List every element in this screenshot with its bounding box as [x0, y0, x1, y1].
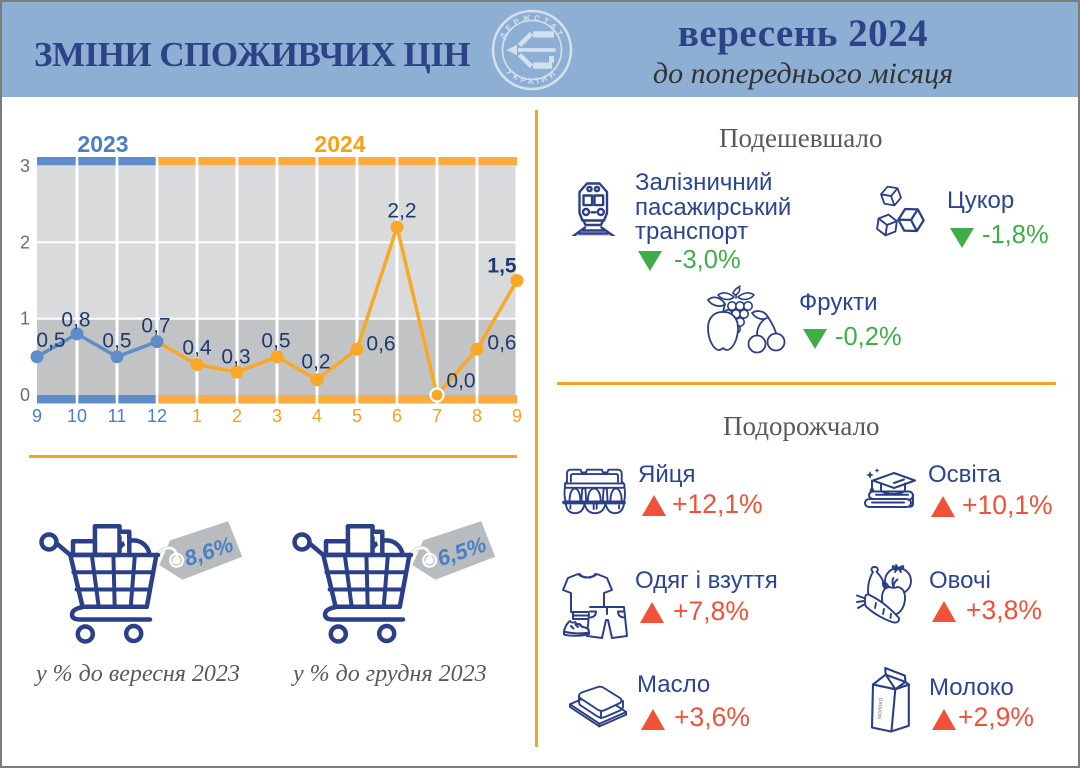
svg-text:9: 9 [512, 406, 522, 426]
svg-text:11: 11 [108, 406, 127, 426]
svg-text:10: 10 [67, 406, 87, 426]
svg-text:МОЛОКО: МОЛОКО [877, 697, 883, 719]
svg-text:1: 1 [20, 309, 30, 329]
svg-text:1,5: 1,5 [487, 255, 517, 278]
svg-text:1: 1 [192, 406, 202, 426]
svg-text:2: 2 [20, 232, 30, 252]
svg-text:0,5: 0,5 [261, 330, 290, 353]
svg-text:0,3: 0,3 [221, 346, 250, 369]
svg-text:0,5: 0,5 [102, 330, 131, 353]
svg-text:12: 12 [147, 406, 167, 426]
svg-text:0,6: 0,6 [366, 333, 395, 356]
svg-text:ДЕРЖСТАТ: ДЕРЖСТАТ [498, 13, 566, 40]
svg-text:7: 7 [432, 406, 442, 426]
svg-text:3: 3 [272, 406, 282, 426]
svg-text:4: 4 [312, 406, 322, 426]
svg-text:2024: 2024 [314, 131, 365, 157]
svg-text:8: 8 [472, 406, 482, 426]
svg-text:6: 6 [392, 406, 402, 426]
svg-text:0,0: 0,0 [446, 370, 475, 393]
svg-text:5: 5 [352, 406, 362, 426]
svg-text:2: 2 [232, 406, 242, 426]
svg-text:0,7: 0,7 [141, 315, 170, 338]
svg-text:0,6: 0,6 [487, 332, 516, 355]
svg-text:0: 0 [20, 385, 30, 405]
svg-text:0,8: 0,8 [61, 309, 90, 332]
svg-text:0,5: 0,5 [36, 329, 65, 352]
svg-text:0,4: 0,4 [182, 337, 212, 360]
svg-text:9: 9 [32, 406, 42, 426]
svg-text:2,2: 2,2 [387, 200, 416, 223]
svg-text:3: 3 [20, 156, 30, 176]
svg-text:2023: 2023 [77, 131, 128, 157]
svg-text:0,2: 0,2 [301, 351, 330, 374]
